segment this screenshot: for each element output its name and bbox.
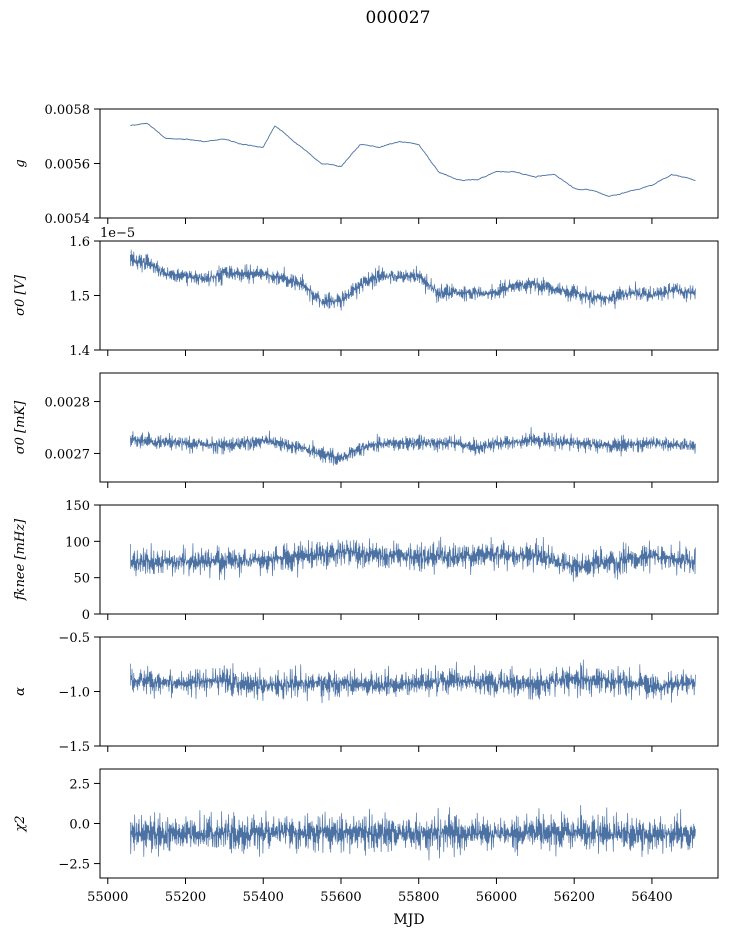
panel-2: 1.4 1.5 1.6 σ0 [V] 1e−5 [13,226,719,359]
axes-frame [99,108,719,219]
x-tick-label: 56400 [631,890,672,905]
y-tick-label: −0.5 [58,631,90,646]
y-tick-label: −1.5 [58,740,90,755]
x-tick-label: 55800 [398,890,439,905]
y-tick-label: −2.5 [58,858,90,873]
y-tick-label: 0.0027 [45,447,91,462]
y-tick-label: −1.0 [58,686,90,701]
x-tick-label: 55400 [243,890,284,905]
panel-3: 0.0027 0.0028 σ0 [mK] [13,372,719,488]
y-tick-label: 0.0 [69,818,90,833]
y-tick-label: 0.0058 [45,103,91,118]
axes-frame [99,372,719,483]
figure-title: 000027 [366,8,431,28]
axes-frame [99,240,719,351]
y-tick-label: 1.5 [69,290,90,305]
x-tick-label: 56000 [476,890,517,905]
series-line [129,536,696,582]
y-tick-label: 0.0056 [45,158,91,173]
y-axis-label: σ0 [mK] [13,400,28,454]
series-line [129,427,696,466]
x-tick-label: 55600 [320,890,361,905]
y-axis-label: χ2 [13,815,28,832]
y-tick-label: 150 [65,499,90,514]
series-line [129,249,696,311]
y-tick-label: 0 [82,608,90,623]
series-line [129,804,696,861]
y-tick-label: 1.4 [69,344,90,359]
x-tick-label: 55200 [165,890,206,905]
y-tick-label: 100 [65,535,90,550]
y-axis-label: σ0 [V] [13,274,28,316]
x-tick-label: 56200 [554,890,595,905]
series-line [130,122,696,197]
panel-6: −2.5 0.0 2.5 55000 55200 55400 55600 55800 56000… [13,768,719,905]
axes-frame [99,504,719,615]
x-tick-label: 55000 [87,890,128,905]
series-line [129,659,696,704]
y-axis-label: g [13,159,28,167]
y-tick-label: 1.6 [69,235,90,250]
panel-1: 0.0054 0.0056 0.0058 g [13,103,719,227]
y-tick-label: 0.0054 [45,212,91,227]
y-tick-label: 50 [73,572,90,587]
y-tick-label: 0.0028 [45,396,91,411]
panel-5: −1.5 −1.0 −0.5 α [13,631,719,755]
y-axis-label: α [13,687,28,696]
y-tick-label: 2.5 [69,777,90,792]
panel-4: 0 50 100 150 fknee [mHz] [13,499,719,623]
y-axis-label: fknee [mHz] [13,518,28,601]
offset-text: 1e−5 [100,226,135,241]
x-axis-label: MJD [393,912,424,928]
